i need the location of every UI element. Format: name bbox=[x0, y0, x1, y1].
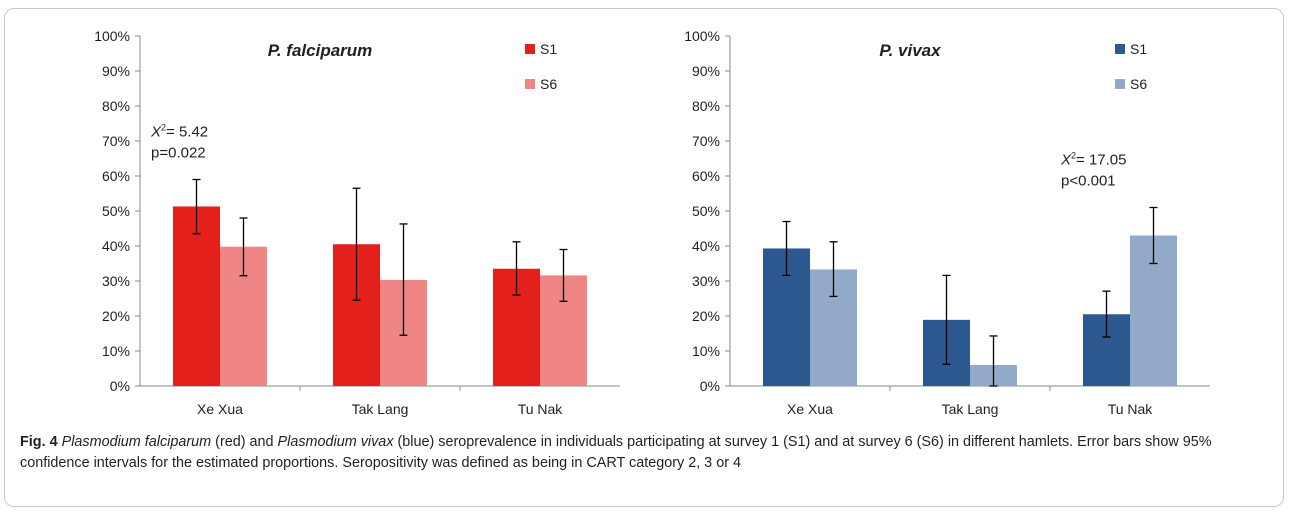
y-tick-label: 30% bbox=[102, 273, 130, 289]
legend-swatch-s6 bbox=[1115, 79, 1125, 89]
x-category-label: Xe Xua bbox=[197, 401, 243, 417]
y-tick-label: 70% bbox=[692, 133, 720, 149]
caption-text-2: (blue) seroprevalence in individuals par… bbox=[20, 434, 1212, 471]
x-category-label: Tak Lang bbox=[942, 401, 999, 417]
y-tick-label: 90% bbox=[102, 63, 130, 79]
caption-text-1: (red) and bbox=[211, 434, 278, 450]
caption-species-falciparum: Plasmodium falciparum bbox=[61, 434, 212, 450]
stat-value: = 5.42 bbox=[166, 124, 208, 141]
x-category-label: Tu Nak bbox=[1108, 401, 1154, 417]
p-value-annotation: p<0.001 bbox=[1061, 173, 1116, 190]
stat-annotation: X2= 17.05 bbox=[1060, 151, 1127, 169]
legend-swatch-s1 bbox=[525, 44, 535, 54]
legend-swatch-s1 bbox=[1115, 44, 1125, 54]
y-tick-label: 10% bbox=[692, 343, 720, 359]
legend-swatch-s6 bbox=[525, 79, 535, 89]
y-tick-label: 0% bbox=[110, 378, 130, 394]
x-category-label: Tak Lang bbox=[352, 401, 409, 417]
y-tick-label: 50% bbox=[102, 203, 130, 219]
stat-symbol: X bbox=[150, 124, 162, 141]
stat-exponent: 2 bbox=[1071, 151, 1076, 161]
legend-label-s6: S6 bbox=[1130, 76, 1147, 92]
y-tick-label: 50% bbox=[692, 203, 720, 219]
y-tick-label: 60% bbox=[102, 168, 130, 184]
y-tick-label: 40% bbox=[692, 238, 720, 254]
stat-exponent: 2 bbox=[161, 123, 166, 133]
y-tick-label: 40% bbox=[102, 238, 130, 254]
y-tick-label: 100% bbox=[684, 28, 720, 44]
y-tick-label: 20% bbox=[102, 308, 130, 324]
caption-species-vivax: Plasmodium vivax bbox=[277, 434, 394, 450]
stat-annotation: X2= 5.42 bbox=[150, 123, 208, 141]
y-tick-label: 30% bbox=[692, 273, 720, 289]
figure-number: Fig. 4 bbox=[20, 434, 58, 450]
figure-frame bbox=[4, 8, 1284, 507]
legend-label-s6: S6 bbox=[540, 76, 557, 92]
stat-value: = 17.05 bbox=[1076, 152, 1126, 169]
y-tick-label: 80% bbox=[102, 98, 130, 114]
x-category-label: Xe Xua bbox=[787, 401, 833, 417]
bar-s1 bbox=[173, 206, 220, 386]
figure-caption: Fig. 4 Plasmodium falciparum (red) and P… bbox=[20, 432, 1272, 474]
chart-title: P. vivax bbox=[879, 41, 942, 60]
y-tick-label: 20% bbox=[692, 308, 720, 324]
legend-label-s1: S1 bbox=[540, 41, 557, 57]
chart-vivax: 0% 10% 20% 30% 40% 50% 60% 70% 80% 90% 100% Xe Xua T… bbox=[684, 28, 1210, 417]
x-category-label: Tu Nak bbox=[518, 401, 564, 417]
chart-falciparum: 0% 10% 20% 30% 40% 50% 60% 70% 80% 90% 100% Xe Xua T… bbox=[94, 28, 620, 417]
y-tick-label: 90% bbox=[692, 63, 720, 79]
legend-label-s1: S1 bbox=[1130, 41, 1147, 57]
y-tick-label: 10% bbox=[102, 343, 130, 359]
p-value-annotation: p=0.022 bbox=[151, 145, 206, 162]
y-tick-label: 80% bbox=[692, 98, 720, 114]
y-tick-label: 0% bbox=[700, 378, 720, 394]
y-tick-label: 100% bbox=[94, 28, 130, 44]
chart-title: P. falciparum bbox=[268, 41, 373, 60]
y-tick-label: 60% bbox=[692, 168, 720, 184]
stat-symbol: X bbox=[1060, 152, 1072, 169]
y-tick-label: 70% bbox=[102, 133, 130, 149]
